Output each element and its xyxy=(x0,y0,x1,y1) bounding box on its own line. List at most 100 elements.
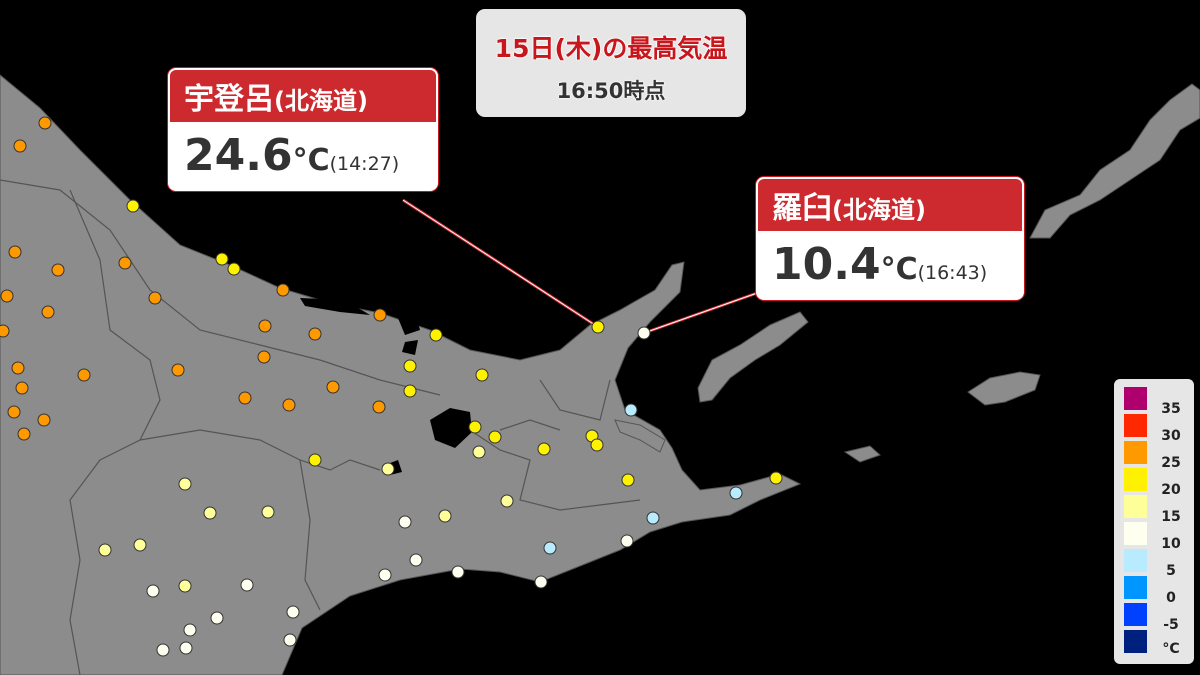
station-marker[interactable] xyxy=(372,400,386,414)
callout-unit: °C xyxy=(292,143,330,178)
station-marker[interactable] xyxy=(133,538,147,552)
station-marker[interactable] xyxy=(146,584,160,598)
station-marker[interactable] xyxy=(8,245,22,259)
station-marker[interactable] xyxy=(534,575,548,589)
station-marker[interactable] xyxy=(238,391,252,405)
station-marker[interactable] xyxy=(118,256,132,270)
station-marker[interactable] xyxy=(729,486,743,500)
station-marker[interactable] xyxy=(276,283,290,297)
as-of-time: 16:50時点 xyxy=(556,79,666,103)
lake-kussharo xyxy=(430,408,472,448)
callout-unit: °C xyxy=(880,252,918,287)
station-marker[interactable] xyxy=(646,511,660,525)
legend-swatch xyxy=(1124,387,1147,410)
callout-value: 24.6 xyxy=(184,130,293,181)
legend-swatch xyxy=(1124,441,1147,464)
station-marker[interactable] xyxy=(468,420,482,434)
station-marker[interactable] xyxy=(378,568,392,582)
station-marker[interactable] xyxy=(156,643,170,657)
legend-swatch xyxy=(1124,549,1147,572)
station-marker[interactable] xyxy=(178,477,192,491)
station-marker[interactable] xyxy=(203,506,217,520)
station-marker[interactable] xyxy=(438,509,452,523)
station-marker[interactable] xyxy=(769,471,783,485)
station-marker[interactable] xyxy=(227,262,241,276)
station-marker[interactable] xyxy=(472,445,486,459)
callout-utoro: 宇登呂(北海道) 24.6°C(14:27) xyxy=(168,68,438,191)
station-marker[interactable] xyxy=(286,605,300,619)
station-marker[interactable] xyxy=(7,405,21,419)
page-title: 15日(木)の最高気温 xyxy=(494,34,728,64)
station-marker[interactable] xyxy=(126,199,140,213)
station-marker[interactable] xyxy=(475,368,489,382)
station-marker[interactable] xyxy=(179,641,193,655)
callout-time: (14:27) xyxy=(329,153,400,175)
callout-time: (16:43) xyxy=(917,262,988,284)
station-marker[interactable] xyxy=(451,565,465,579)
station-marker[interactable] xyxy=(488,430,502,444)
station-marker[interactable] xyxy=(624,403,638,417)
station-marker[interactable] xyxy=(257,350,271,364)
station-marker[interactable] xyxy=(41,305,55,319)
kunashiri-island xyxy=(697,311,809,403)
station-marker[interactable] xyxy=(13,139,27,153)
subprefecture-borders xyxy=(0,179,641,675)
rausu-marker[interactable] xyxy=(637,326,651,340)
station-marker[interactable] xyxy=(409,553,423,567)
station-marker[interactable] xyxy=(620,534,634,548)
legend-label: 35 xyxy=(1161,401,1181,417)
station-marker[interactable] xyxy=(38,116,52,130)
station-marker[interactable] xyxy=(183,623,197,637)
legend-swatch xyxy=(1124,522,1147,545)
station-marker[interactable] xyxy=(37,413,51,427)
temperature-legend: °C 35 30 25 20 15 10 5 0 -5 xyxy=(1114,379,1194,664)
station-marker[interactable] xyxy=(621,473,635,487)
legend-swatch xyxy=(1124,468,1147,491)
station-marker[interactable] xyxy=(398,515,412,529)
legend-unit: °C xyxy=(1162,641,1180,657)
station-marker[interactable] xyxy=(326,380,340,394)
lake-notoro xyxy=(398,312,420,355)
station-marker[interactable] xyxy=(381,462,395,476)
station-marker[interactable] xyxy=(51,263,65,277)
station-marker[interactable] xyxy=(98,543,112,557)
station-marker[interactable] xyxy=(500,494,514,508)
station-marker[interactable] xyxy=(373,308,387,322)
legend-label: 15 xyxy=(1161,509,1181,525)
legend-swatch xyxy=(1124,576,1147,599)
legend-swatch xyxy=(1124,495,1147,518)
station-marker[interactable] xyxy=(308,453,322,467)
habomai-islands xyxy=(843,445,881,463)
station-marker[interactable] xyxy=(0,289,14,303)
station-marker[interactable] xyxy=(171,363,185,377)
station-marker[interactable] xyxy=(11,361,25,375)
title-panel: 15日(木)の最高気温 16:50時点 xyxy=(476,9,746,117)
station-marker[interactable] xyxy=(258,319,272,333)
station-marker[interactable] xyxy=(210,611,224,625)
station-marker[interactable] xyxy=(543,541,557,555)
station-marker[interactable] xyxy=(403,384,417,398)
station-marker[interactable] xyxy=(148,291,162,305)
station-marker[interactable] xyxy=(77,368,91,382)
station-marker[interactable] xyxy=(537,442,551,456)
station-marker[interactable] xyxy=(15,381,29,395)
callout-value: 10.4 xyxy=(772,239,881,290)
utoro-leader-line-inner xyxy=(402,199,599,328)
station-marker[interactable] xyxy=(429,328,443,342)
station-marker[interactable] xyxy=(17,427,31,441)
station-marker[interactable] xyxy=(282,398,296,412)
legend-label: 0 xyxy=(1166,590,1176,606)
station-marker[interactable] xyxy=(261,505,275,519)
rausu-leader-line-inner xyxy=(643,291,761,334)
station-marker[interactable] xyxy=(308,327,322,341)
station-marker[interactable] xyxy=(240,578,254,592)
station-marker[interactable] xyxy=(178,579,192,593)
callout-region: (北海道) xyxy=(832,196,926,224)
station-marker[interactable] xyxy=(283,633,297,647)
callout-region: (北海道) xyxy=(274,87,368,115)
utoro-marker[interactable] xyxy=(591,320,605,334)
station-marker[interactable] xyxy=(0,324,10,338)
station-marker[interactable] xyxy=(590,438,604,452)
station-marker[interactable] xyxy=(215,252,229,266)
station-marker[interactable] xyxy=(403,359,417,373)
